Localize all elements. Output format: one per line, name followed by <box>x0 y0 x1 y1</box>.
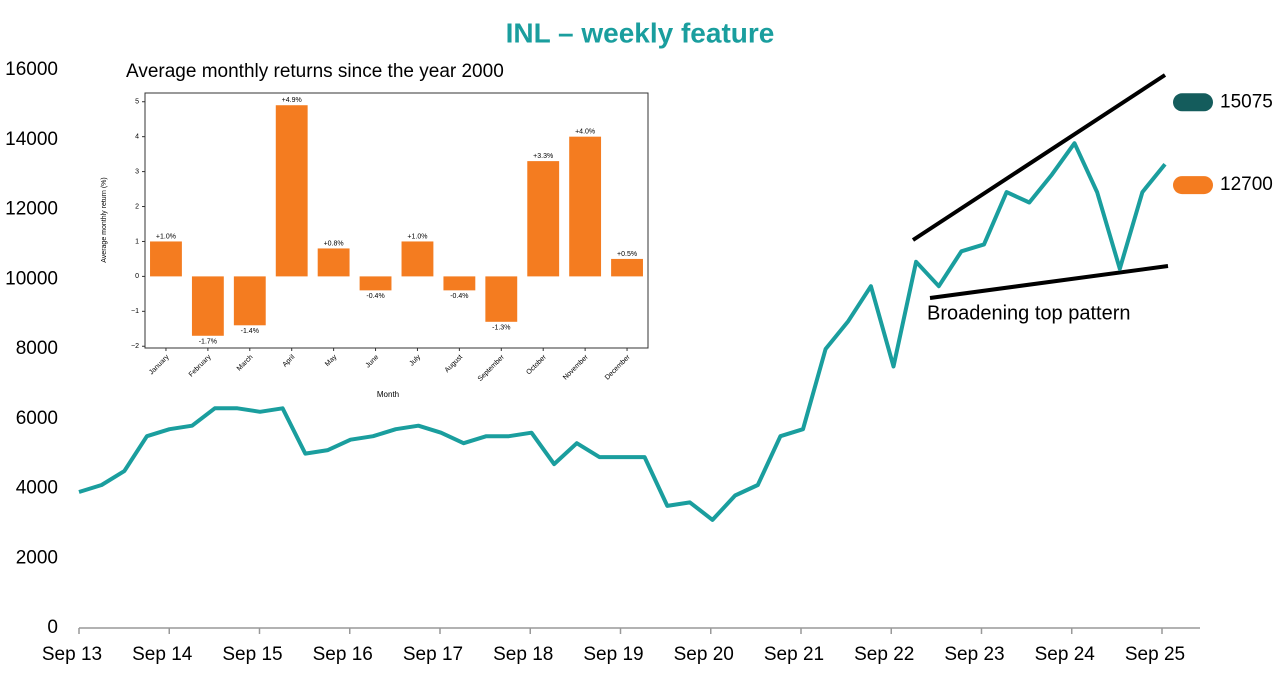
x-tick-label: Sep 23 <box>944 644 1004 665</box>
x-tick-label: March <box>236 354 255 373</box>
x-tick-label: July <box>408 353 422 367</box>
price-label: 15075 <box>1220 91 1273 112</box>
bar <box>150 241 182 277</box>
value-label: +0.8% <box>324 240 344 247</box>
y-tick-label: 16000 <box>5 59 58 80</box>
x-tick-label: Sep 19 <box>583 644 643 665</box>
x-axis-label: Month <box>377 390 399 399</box>
chart-title: INL – weekly feature <box>506 17 775 48</box>
x-tick-label: Sep 25 <box>1125 644 1185 665</box>
value-label: +4.9% <box>282 97 302 104</box>
bar <box>401 241 434 277</box>
y-tick-label: 0 <box>47 617 58 638</box>
x-tick-label: May <box>324 353 339 368</box>
price-marker <box>1173 93 1213 112</box>
y-tick-label: 2000 <box>16 547 58 568</box>
value-label: +3.3% <box>533 153 553 160</box>
x-tick-label: January <box>148 353 171 376</box>
annotation: Broadening top pattern <box>927 302 1131 324</box>
x-tick-label: Sep 18 <box>493 644 553 665</box>
x-tick-label: April <box>282 353 297 368</box>
x-tick-label: November <box>562 353 590 381</box>
bar <box>233 276 266 326</box>
x-tick-label: Sep 14 <box>132 644 193 665</box>
bar <box>191 276 224 336</box>
x-tick-label: Sep 15 <box>222 644 282 665</box>
bar <box>611 258 643 277</box>
x-tick-label: September <box>477 353 507 383</box>
x-tick-label: February <box>188 353 213 378</box>
value-label: +0.5% <box>617 251 637 258</box>
y-tick-label: 10000 <box>5 268 58 289</box>
y-tick-label: 14000 <box>5 129 58 150</box>
x-tick-label: Sep 22 <box>854 644 914 665</box>
y-axis-label: Average monthly return (%) <box>101 177 108 262</box>
y-tick-label: 3 <box>135 168 139 175</box>
y-tick-label: 2 <box>135 203 139 210</box>
trend-line <box>929 264 1169 300</box>
x-tick-label: December <box>604 353 632 381</box>
y-tick-label: 1 <box>135 238 139 245</box>
bar <box>275 105 308 277</box>
value-label: -1.4% <box>241 328 259 335</box>
value-label: +1.0% <box>156 233 176 240</box>
y-tick-label: 12000 <box>5 199 58 220</box>
inset-frame <box>144 92 649 349</box>
price-label: 12700 <box>1220 174 1273 195</box>
y-tick-label: 4 <box>135 134 139 141</box>
y-tick-label: −1 <box>131 308 139 315</box>
x-tick-label: Sep 21 <box>764 644 824 665</box>
value-label: -1.3% <box>492 325 510 332</box>
value-label: -0.4% <box>450 293 468 300</box>
y-tick-label: 5 <box>135 99 139 106</box>
bar <box>527 161 560 277</box>
x-tick-label: Sep 17 <box>403 644 463 665</box>
bar <box>317 248 350 277</box>
bar <box>443 276 476 291</box>
x-tick-label: October <box>525 353 548 376</box>
bar <box>569 136 602 277</box>
value-label: -1.7% <box>199 339 217 346</box>
y-tick-label: −2 <box>131 343 139 350</box>
y-tick-label: 4000 <box>16 478 58 499</box>
bar <box>485 276 518 322</box>
x-tick-label: Sep 13 <box>42 644 102 665</box>
x-tick-label: Sep 24 <box>1035 644 1096 665</box>
y-tick-label: 6000 <box>16 408 58 429</box>
x-tick-label: Sep 16 <box>313 644 373 665</box>
x-tick-label: August <box>444 354 464 374</box>
y-tick-label: 0 <box>135 273 139 280</box>
x-tick-label: Sep 20 <box>674 644 734 665</box>
inset-title: Average monthly returns since the year 2… <box>126 61 504 82</box>
y-tick-label: 8000 <box>16 338 58 359</box>
bar <box>359 276 392 291</box>
price-marker <box>1173 176 1213 195</box>
x-tick-label: June <box>365 354 381 370</box>
value-label: +1.0% <box>407 233 427 240</box>
trend-line <box>911 73 1167 242</box>
price-line <box>78 141 1167 522</box>
value-label: +4.0% <box>575 129 595 136</box>
value-label: -0.4% <box>366 293 384 300</box>
